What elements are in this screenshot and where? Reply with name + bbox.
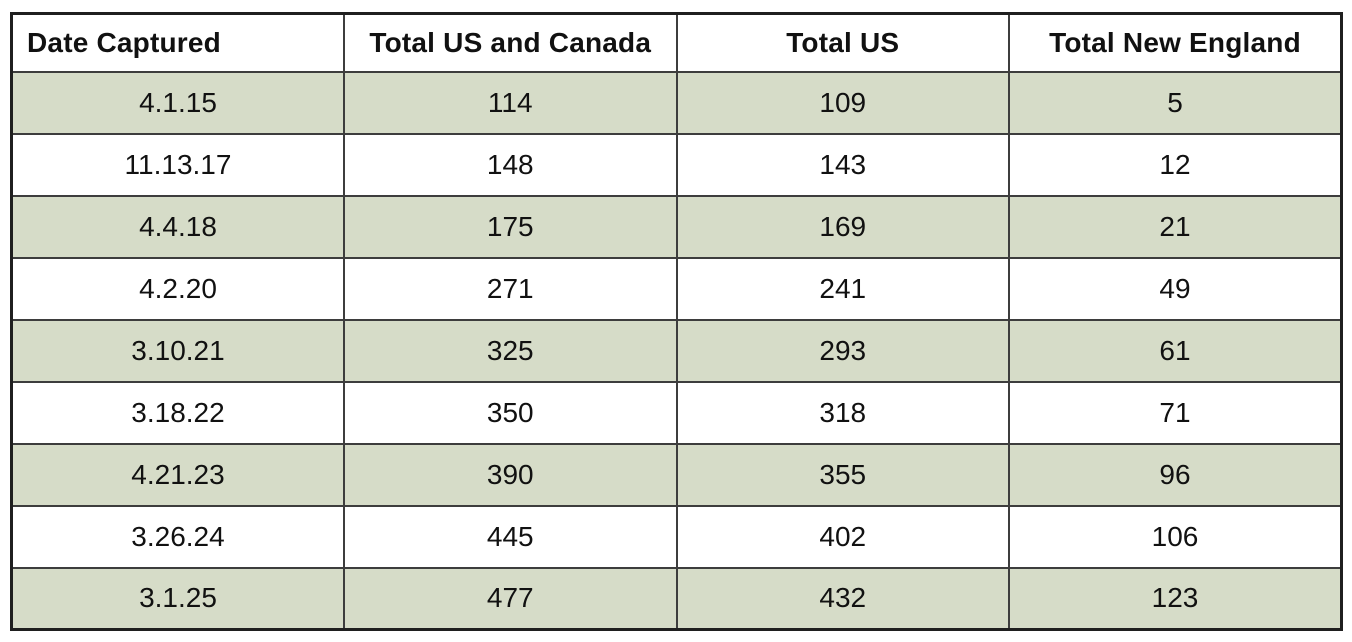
table-cell: 325 (343, 318, 678, 383)
table-cell: 106 (1008, 504, 1343, 569)
table-cell: 271 (343, 256, 678, 321)
table-cell: 96 (1008, 442, 1343, 507)
table-cell: 318 (675, 380, 1010, 445)
table-cell: 445 (343, 504, 678, 569)
table-cell: 169 (675, 194, 1010, 259)
table-header: Date Captured Total US and Canada Total … (10, 12, 1343, 73)
table-cell: 3.26.24 (10, 504, 345, 569)
table-cell: 390 (343, 442, 678, 507)
table-cell: 4.2.20 (10, 256, 345, 321)
table-row: 4.1.15 114 109 5 (10, 70, 1343, 135)
table-cell: 241 (675, 256, 1010, 321)
table-cell: 3.10.21 (10, 318, 345, 383)
table-cell: 4.1.15 (10, 70, 345, 135)
table-row: 4.21.23 390 355 96 (10, 442, 1343, 507)
table-row: 4.2.20 271 241 49 (10, 256, 1343, 321)
table-row: 3.1.25 477 432 123 (10, 566, 1343, 631)
table-cell: 402 (675, 504, 1010, 569)
table-cell: 350 (343, 380, 678, 445)
header-row: Date Captured Total US and Canada Total … (10, 12, 1343, 73)
column-header-total-us-and-canada: Total US and Canada (343, 12, 678, 73)
table-row: 3.10.21 325 293 61 (10, 318, 1343, 383)
table-cell: 477 (343, 566, 678, 631)
table-cell: 3.1.25 (10, 566, 345, 631)
table-cell: 109 (675, 70, 1010, 135)
column-header-total-us: Total US (675, 12, 1010, 73)
table-cell: 123 (1008, 566, 1343, 631)
column-header-date-captured: Date Captured (10, 12, 345, 73)
table-cell: 4.4.18 (10, 194, 345, 259)
table-row: 11.13.17 148 143 12 (10, 132, 1343, 197)
table-row: 4.4.18 175 169 21 (10, 194, 1343, 259)
table-cell: 148 (343, 132, 678, 197)
table-cell: 175 (343, 194, 678, 259)
table-cell: 355 (675, 442, 1010, 507)
table-cell: 4.21.23 (10, 442, 345, 507)
table-cell: 3.18.22 (10, 380, 345, 445)
table-cell: 21 (1008, 194, 1343, 259)
table-container: Date Captured Total US and Canada Total … (10, 12, 1343, 631)
column-header-total-new-england: Total New England (1008, 12, 1343, 73)
table-cell: 432 (675, 566, 1010, 631)
table-cell: 49 (1008, 256, 1343, 321)
table-cell: 61 (1008, 318, 1343, 383)
table-cell: 11.13.17 (10, 132, 345, 197)
table-cell: 114 (343, 70, 678, 135)
table-row: 3.18.22 350 318 71 (10, 380, 1343, 445)
table-cell: 12 (1008, 132, 1343, 197)
table-cell: 143 (675, 132, 1010, 197)
data-table: Date Captured Total US and Canada Total … (10, 12, 1343, 631)
table-cell: 293 (675, 318, 1010, 383)
table-body: 4.1.15 114 109 5 11.13.17 148 143 12 4.4.18 175 16… (10, 70, 1343, 631)
table-cell: 5 (1008, 70, 1343, 135)
table-cell: 71 (1008, 380, 1343, 445)
table-row: 3.26.24 445 402 106 (10, 504, 1343, 569)
